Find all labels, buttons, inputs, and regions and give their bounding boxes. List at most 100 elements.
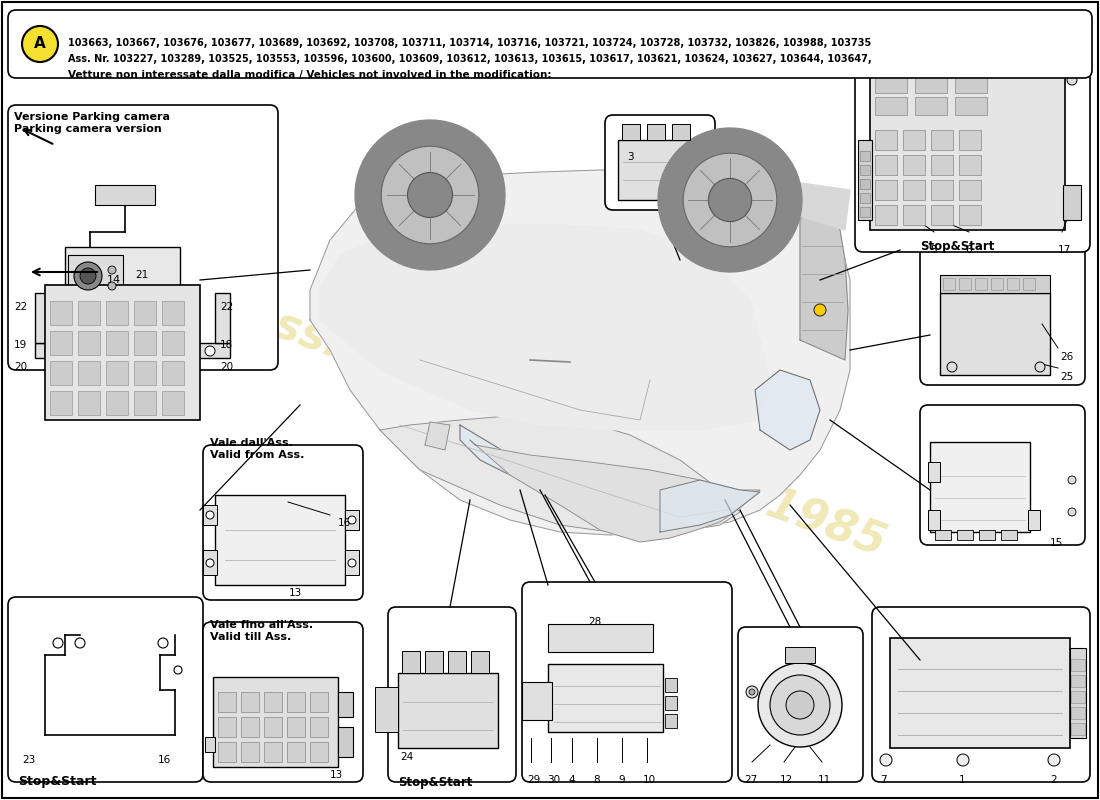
Bar [162,301,184,325]
Text: 19: 19 [14,340,28,350]
Bar [870,65,1065,230]
Bar [785,647,815,663]
Text: 17: 17 [1058,245,1071,255]
Bar [903,155,925,175]
Bar [134,331,156,355]
Text: Stop&Start: Stop&Start [920,240,994,253]
Bar [78,301,100,325]
Circle shape [869,41,879,51]
Text: A: A [34,37,46,51]
Bar [955,97,987,115]
Bar [1001,530,1018,540]
Text: 21: 21 [135,270,149,280]
Circle shape [206,559,214,567]
Bar [50,391,72,415]
Text: 29: 29 [527,775,540,785]
Bar [287,717,305,737]
Circle shape [45,346,55,356]
Bar [402,651,420,673]
Text: 10: 10 [644,775,656,785]
Text: 28: 28 [588,617,602,627]
Bar [134,391,156,415]
Bar [213,677,338,767]
Bar [860,179,870,189]
Bar [860,193,870,203]
Text: 26: 26 [1060,352,1074,362]
Text: Versione Parking camera
Parking camera version: Versione Parking camera Parking camera v… [14,112,170,134]
Bar [1070,648,1086,738]
Bar [241,692,258,712]
Bar [928,462,940,482]
Text: 22: 22 [220,302,233,312]
Bar [162,391,184,415]
Circle shape [746,686,758,698]
Text: 12: 12 [780,775,793,785]
Bar [134,301,156,325]
Polygon shape [800,205,848,360]
Bar [548,664,663,732]
Bar [241,742,258,762]
FancyBboxPatch shape [522,582,732,782]
Bar [874,155,896,175]
Polygon shape [658,128,802,272]
Text: 16: 16 [338,518,351,528]
Bar [65,247,180,302]
Bar [860,151,870,161]
Bar [162,331,184,355]
Bar [1071,675,1085,687]
Circle shape [108,266,115,274]
Bar [398,673,498,748]
Bar [134,361,156,385]
Circle shape [708,178,751,222]
Circle shape [1035,362,1045,372]
Text: 24: 24 [400,752,414,762]
Bar [50,331,72,355]
Bar [860,207,870,217]
Bar [931,155,953,175]
Bar [647,124,666,140]
Circle shape [947,362,957,372]
Bar [78,361,100,385]
Polygon shape [355,120,505,270]
Bar [106,391,128,415]
Circle shape [108,282,115,290]
Bar [345,510,359,530]
Polygon shape [425,422,450,450]
Bar [522,682,552,720]
Bar [860,165,870,175]
Bar [874,130,896,150]
Bar [448,651,466,673]
Text: 27: 27 [744,775,757,785]
Bar [106,301,128,325]
Bar [214,495,345,585]
Polygon shape [379,415,740,532]
Bar [666,696,676,710]
Circle shape [1068,508,1076,516]
Bar [287,742,305,762]
Polygon shape [780,180,850,230]
Bar [666,678,676,692]
Bar [310,742,328,762]
Text: 30: 30 [547,775,560,785]
Circle shape [749,689,755,695]
Circle shape [814,304,826,316]
Text: 20: 20 [220,362,233,372]
FancyBboxPatch shape [388,607,516,782]
Bar [959,278,971,290]
Bar [903,130,925,150]
FancyBboxPatch shape [920,405,1085,545]
Bar [264,717,282,737]
Circle shape [348,516,356,524]
Bar [874,97,907,115]
Text: 3: 3 [627,152,634,162]
Circle shape [206,511,214,519]
Text: 5: 5 [930,245,936,255]
Polygon shape [660,480,760,532]
Text: 9: 9 [618,775,625,785]
Text: 1: 1 [959,775,966,785]
Text: 4: 4 [568,775,574,785]
Bar [890,638,1070,748]
Circle shape [407,173,452,218]
Bar [310,692,328,712]
Circle shape [80,268,96,284]
